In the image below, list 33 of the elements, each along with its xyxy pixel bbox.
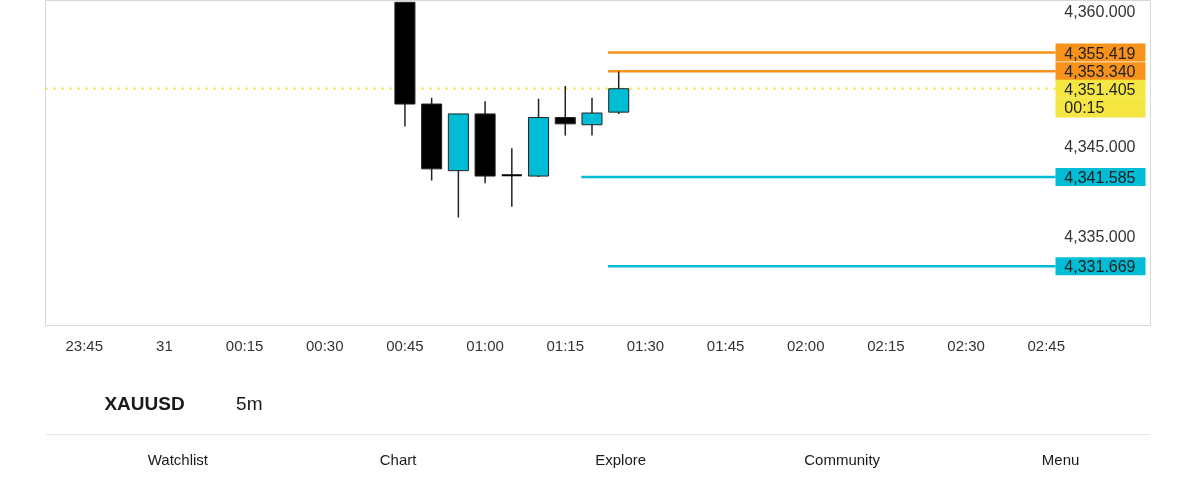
x-tick-label: 01:15: [546, 336, 585, 354]
text: 5m: [236, 393, 263, 414]
x-tick-label: 00:45: [386, 336, 424, 354]
candlestick: [554, 85, 576, 137]
text: XAUUSD: [104, 393, 185, 414]
text: Watchlist: [147, 451, 209, 468]
x-tick-label: 01:30: [626, 336, 665, 354]
y-tick-label: 4,345.000: [1064, 138, 1136, 156]
text: Explore: [595, 451, 647, 468]
x-tick-label: 00:15: [225, 336, 264, 354]
candlestick: [608, 70, 630, 115]
x-tick-label: 02:30: [947, 336, 985, 354]
ref-line-label: 4,331.669: [1064, 258, 1136, 276]
x-tick-label: 23:45: [65, 336, 104, 354]
x-tick-label: 01:00: [466, 336, 504, 354]
annotation: 00:15: [1064, 99, 1105, 117]
x-tick-label: 02:15: [867, 336, 905, 354]
y-tick-label: 4,360.000: [1064, 3, 1136, 21]
x-tick-label: 02:00: [787, 336, 825, 354]
text: Community: [804, 451, 881, 468]
ref-line-label: 4,355.419: [1064, 44, 1136, 62]
y-tick-label: 4,335.000: [1064, 228, 1136, 246]
ref-line-label: 4,351.405: [1064, 80, 1136, 98]
text: Menu: [1041, 451, 1080, 468]
x-tick-label: 01:45: [706, 336, 745, 354]
x-tick-label: 31: [156, 336, 173, 354]
ref-line-label: 4,353.340: [1064, 63, 1136, 81]
candlestick: [581, 96, 603, 137]
candlestick: [500, 147, 523, 208]
x-tick-label: 02:45: [1027, 336, 1066, 354]
x-tick-label: 00:30: [305, 336, 344, 354]
text: Chart: [379, 451, 418, 468]
ref-line-label: 4,341.585: [1064, 169, 1136, 187]
